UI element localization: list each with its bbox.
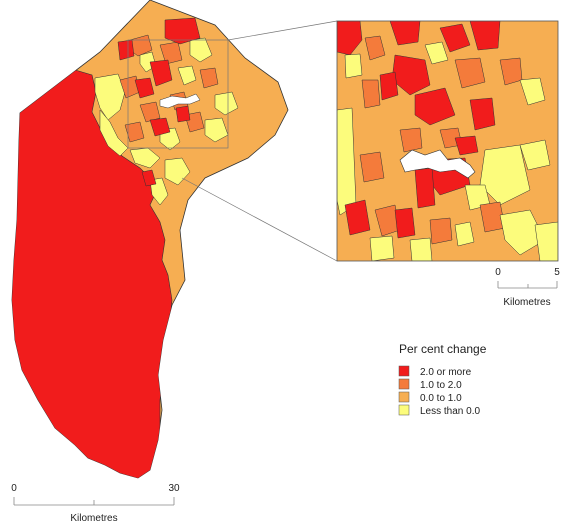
main-scale-end: 30 [168,483,180,494]
district [189,37,213,63]
legend-label: 1.0 to 2.0 [420,380,462,391]
lake [159,93,201,109]
district [117,39,135,61]
legend-swatch [398,365,410,377]
district [149,117,171,137]
legend-swatch [398,391,410,403]
district [94,73,126,121]
inset-map [337,21,558,261]
main-scale-start: 0 [11,483,17,494]
legend: Per cent change 2.0 or more 1.0 to 2.0 0.0… [398,342,487,417]
legend-swatch [398,378,410,390]
district [204,117,229,143]
legend-label: 2.0 or more [420,367,472,378]
inset-scale-end: 5 [554,267,560,278]
district [159,41,183,65]
inset-scale-bar: 0 5 Kilometres [495,267,560,308]
legend-label: Less than 0.0 [420,406,480,417]
district [164,17,201,45]
inset-connector-line [181,177,338,262]
district [149,59,173,87]
inset-connector-line [227,20,338,41]
inset-lake [399,149,476,179]
main-scale-unit: Kilometres [70,513,117,524]
district [141,169,157,187]
district [99,109,129,157]
inset-scale-start: 0 [495,267,501,278]
act-region-map [11,0,289,479]
district [175,105,191,123]
district [139,101,161,123]
inset-locator-box [127,39,229,149]
inset-frame [336,20,559,262]
legend-label: 0.0 to 1.0 [420,393,462,404]
district [164,157,191,186]
inset-scale-unit: Kilometres [503,297,550,308]
main-scale-bar: 0 30 Kilometres [11,483,180,524]
district [177,65,197,86]
district [149,177,169,206]
legend-swatch [398,404,410,416]
district [199,67,219,89]
legend-title: Per cent change [399,342,487,356]
district [134,77,155,99]
district [214,91,239,116]
